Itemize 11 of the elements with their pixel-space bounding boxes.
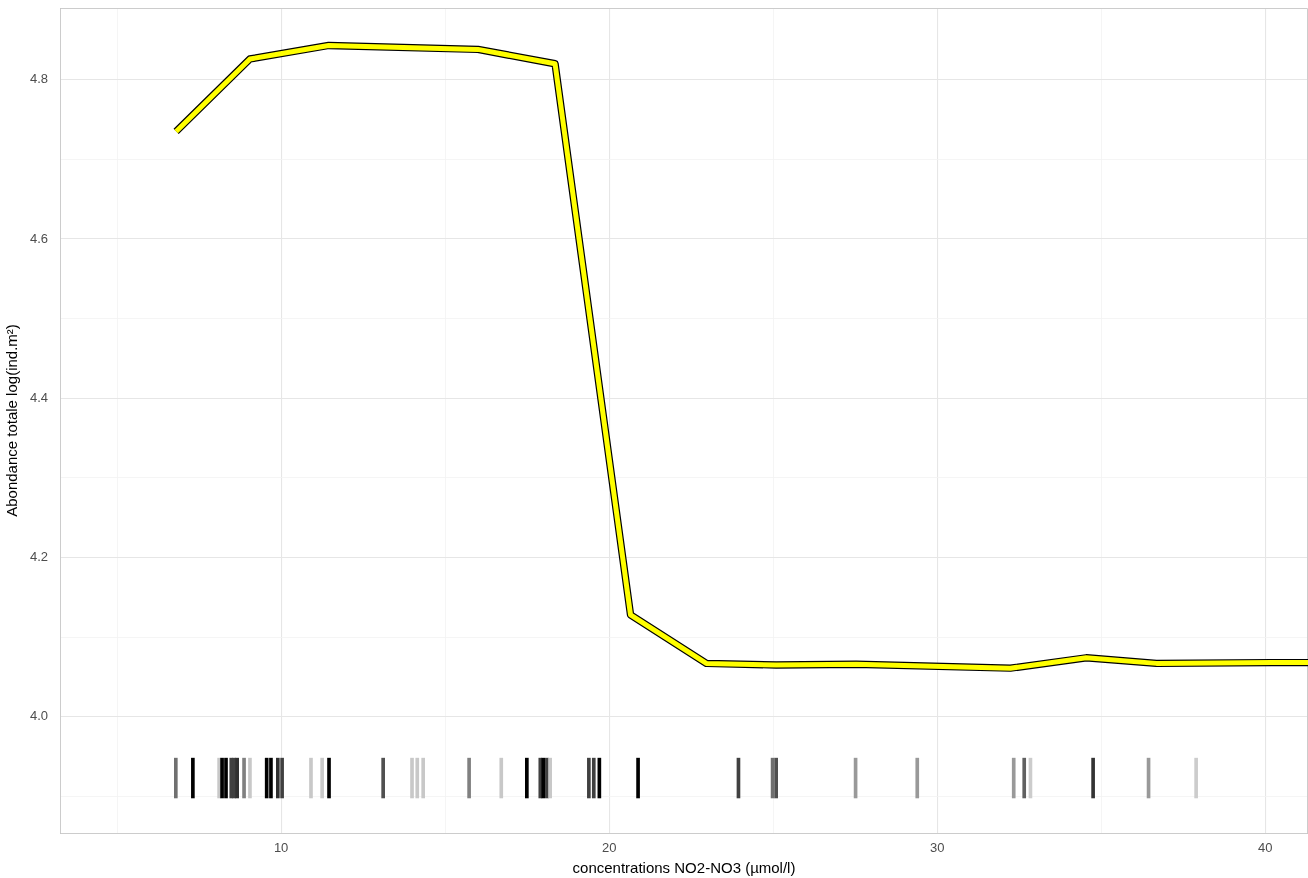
y-tick-label: 4.6 [29, 230, 48, 246]
y-tick-label: 4.4 [29, 389, 48, 405]
x-tick-label: 10 [273, 840, 289, 856]
y-tick-label: 4.2 [29, 549, 48, 565]
x-tick-label: 30 [930, 840, 945, 856]
y-axis-title: Abondance totale log(ind.m²) [3, 324, 21, 517]
y-tick-label: 4.0 [29, 708, 48, 724]
x-tick-label: 40 [1258, 840, 1273, 856]
x-axis-title: concentrations NO2-NO3 (µmol/l) [572, 859, 796, 877]
x-tick-label: 20 [601, 840, 617, 856]
y-tick-label: 4.8 [29, 71, 48, 87]
